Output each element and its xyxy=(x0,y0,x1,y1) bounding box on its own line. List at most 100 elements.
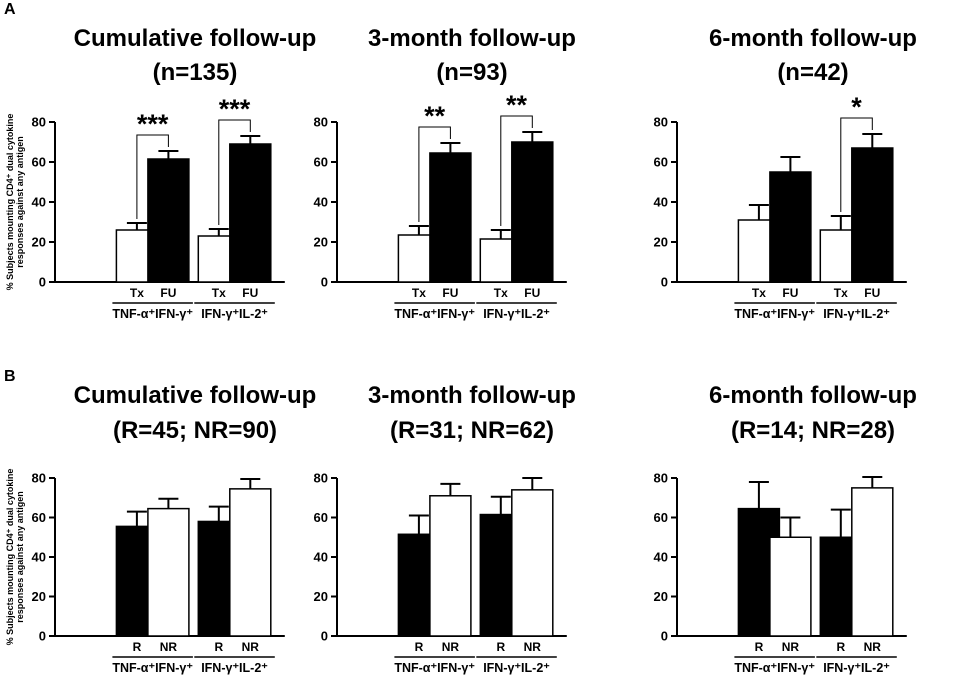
group-label: TNF-α⁺IFN-γ⁺ xyxy=(734,661,815,675)
panel-subtitle: (n=135) xyxy=(153,59,238,86)
x-category-label: R xyxy=(836,640,845,654)
significance-bracket xyxy=(500,115,533,226)
panel-subtitle: (R=45; NR=90) xyxy=(113,417,277,444)
x-category-label: FU xyxy=(524,286,540,300)
y-tick-label: 0 xyxy=(39,275,46,290)
y-tick-label: 60 xyxy=(314,155,328,170)
x-category-label: Tx xyxy=(752,286,766,300)
y-tick-label: 0 xyxy=(321,275,328,290)
y-tick-label: 20 xyxy=(654,235,668,250)
chart-panel-1: 3-month follow-up (n=93) 0 20 40 60 80 Tx FU Tx FU… xyxy=(314,25,576,321)
chart-panel-2: 6-month follow-up (n=42) 0 20 40 60 80 Tx FU Tx FU… xyxy=(654,25,917,321)
x-category-label: R xyxy=(133,640,142,654)
bar-nr xyxy=(769,536,812,637)
x-category-label: R xyxy=(496,640,505,654)
y-tick-label: 80 xyxy=(654,471,668,486)
significance-label: *** xyxy=(219,94,251,124)
group-label: TNF-α⁺IFN-γ⁺ xyxy=(394,307,475,321)
x-category-label: FU xyxy=(242,286,258,300)
group-label: IFN-γ⁺IL-2⁺ xyxy=(823,307,890,321)
x-category-label: FU xyxy=(782,286,798,300)
y-tick-label: 0 xyxy=(321,629,328,644)
panel-subtitle: (R=31; NR=62) xyxy=(390,417,554,444)
chart-panel-4: 3-month follow-up (R=31; NR=62) 0 20 40 60 80 R… xyxy=(314,382,576,675)
significance-label: ** xyxy=(424,101,446,131)
bar-fu xyxy=(229,143,272,283)
bar-nr xyxy=(429,495,472,637)
significance-bracket xyxy=(418,126,451,222)
bar-fu xyxy=(147,158,190,283)
y-tick-label: 80 xyxy=(314,115,328,130)
y-tick-label: 40 xyxy=(654,195,668,210)
significance-bracket xyxy=(840,117,873,212)
bar-nr xyxy=(229,488,272,637)
bar-nr xyxy=(851,487,894,637)
bar-fu xyxy=(769,171,812,283)
group-label: IFN-γ⁺IL-2⁺ xyxy=(483,307,550,321)
x-category-label: R xyxy=(214,640,223,654)
y-tick-label: 60 xyxy=(32,510,46,525)
significance-label: *** xyxy=(137,109,169,139)
y-axis-label-line2: responses against any antigen xyxy=(15,136,25,268)
x-category-label: NR xyxy=(524,640,542,654)
x-category-label: R xyxy=(755,640,764,654)
y-tick-label: 60 xyxy=(654,155,668,170)
y-tick-label: 60 xyxy=(314,510,328,525)
bar-fu xyxy=(851,147,894,283)
x-category-label: R xyxy=(415,640,424,654)
panel-title: 3-month follow-up xyxy=(368,382,576,409)
x-category-label: FU xyxy=(864,286,880,300)
y-tick-label: 20 xyxy=(654,589,668,604)
group-label: IFN-γ⁺IL-2⁺ xyxy=(201,307,268,321)
panel-subtitle: (n=42) xyxy=(777,59,848,86)
significance-label: ** xyxy=(506,90,528,120)
x-category-label: Tx xyxy=(834,286,848,300)
y-axis-label-row-1: % Subjects mounting CD4⁺ dual cytokine re… xyxy=(5,469,25,646)
x-category-label: NR xyxy=(782,640,800,654)
chart-panel-0: Cumulative follow-up (n=135) 0 20 40 60 80 Tx FU… xyxy=(32,25,317,321)
bar-fu xyxy=(429,152,472,283)
group-label: IFN-γ⁺IL-2⁺ xyxy=(823,661,890,675)
y-tick-label: 80 xyxy=(654,115,668,130)
y-tick-label: 40 xyxy=(654,550,668,565)
y-tick-label: 60 xyxy=(654,510,668,525)
group-label: TNF-α⁺IFN-γ⁺ xyxy=(734,307,815,321)
bar-nr xyxy=(147,507,190,637)
group-label: IFN-γ⁺IL-2⁺ xyxy=(201,661,268,675)
y-tick-label: 60 xyxy=(32,155,46,170)
group-label: TNF-α⁺IFN-γ⁺ xyxy=(394,661,475,675)
y-tick-label: 0 xyxy=(661,275,668,290)
panel-letter-a: A xyxy=(4,1,16,18)
y-tick-label: 0 xyxy=(661,629,668,644)
y-tick-label: 40 xyxy=(314,195,328,210)
panel-title: Cumulative follow-up xyxy=(74,382,317,409)
x-category-label: Tx xyxy=(130,286,144,300)
y-tick-label: 20 xyxy=(314,235,328,250)
y-tick-label: 20 xyxy=(32,589,46,604)
panel-title: 6-month follow-up xyxy=(709,382,917,409)
bar-nr xyxy=(511,489,554,637)
group-label: TNF-α⁺IFN-γ⁺ xyxy=(112,307,193,321)
y-tick-label: 0 xyxy=(39,629,46,644)
panel-title: 3-month follow-up xyxy=(368,25,576,52)
group-label: IFN-γ⁺IL-2⁺ xyxy=(483,661,550,675)
bar-fu xyxy=(511,141,554,283)
y-axis-label-row-0: % Subjects mounting CD4⁺ dual cytokine re… xyxy=(5,114,25,291)
x-category-label: NR xyxy=(160,640,178,654)
x-category-label: NR xyxy=(864,640,882,654)
panel-subtitle: (R=14; NR=28) xyxy=(731,417,895,444)
significance-label: * xyxy=(851,92,862,122)
y-tick-label: 20 xyxy=(32,235,46,250)
y-axis-label-line1: % Subjects mounting CD4⁺ dual cytokine xyxy=(5,114,15,291)
significance-bracket xyxy=(218,119,251,225)
chart-panel-3: Cumulative follow-up (R=45; NR=90) 0 20 40 60… xyxy=(32,382,317,675)
x-category-label: NR xyxy=(242,640,260,654)
y-tick-label: 40 xyxy=(32,550,46,565)
y-tick-label: 80 xyxy=(32,115,46,130)
x-category-label: FU xyxy=(442,286,458,300)
y-tick-label: 80 xyxy=(32,471,46,486)
panel-subtitle: (n=93) xyxy=(436,59,507,86)
x-category-label: Tx xyxy=(212,286,226,300)
panel-title: 6-month follow-up xyxy=(709,25,917,52)
